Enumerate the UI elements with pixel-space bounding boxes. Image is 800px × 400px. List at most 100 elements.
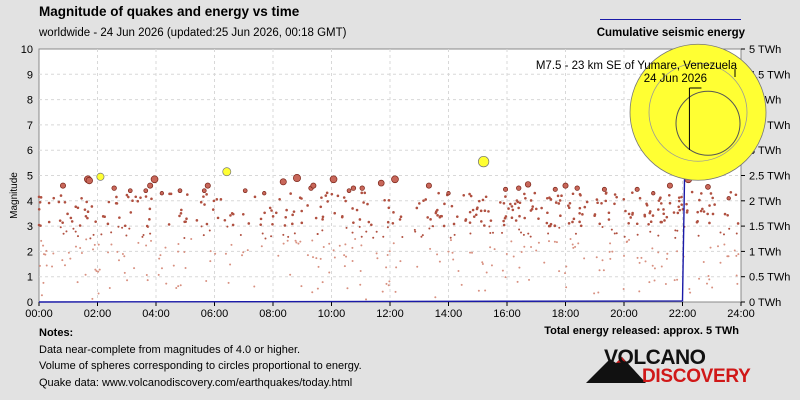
small-quake-dot [545,221,549,225]
small-quake-dot [179,284,182,287]
small-quake-dot [647,222,650,226]
small-quake-dot [604,199,608,203]
small-quake-dot [595,256,598,259]
logo-text-volcano: VOLCANO [604,346,706,369]
small-quake-dot [611,250,614,253]
small-quake-dot [483,209,487,213]
small-quake-dot [638,261,641,264]
quake-circle [377,179,385,187]
small-quake-dot [708,204,711,207]
logo-text-discovery: DISCOVERY [642,366,751,387]
small-quake-dot [649,220,653,224]
small-quake-dot [680,195,683,199]
small-quake-dot [504,276,507,279]
small-quake-dot [226,225,229,228]
small-quake-dot [450,204,454,208]
small-quake-dot [57,200,61,204]
small-quake-dot [375,230,378,233]
small-quake-dot [602,269,605,272]
small-quake-dot [202,195,205,198]
x-tick-label: 02:00 [84,308,112,320]
x-tick-label: 06:00 [201,308,229,320]
y-tick-label: 5 [27,171,33,183]
small-quake-dot [578,211,581,215]
small-quake-dot [676,211,680,215]
small-quake-dot [662,208,665,211]
small-quake-dot [698,198,701,202]
y2-tick-label: 4.5 TWh [749,69,790,81]
small-quake-dot [42,244,45,247]
small-quake-dot [572,217,576,221]
small-quake-dot [477,199,481,203]
small-quake-dot [643,213,647,217]
small-quake-dot [321,281,324,284]
small-quake-dot [123,271,126,274]
small-quake-dot [37,195,41,199]
small-quake-dot [672,211,676,214]
small-quake-dot [387,198,391,202]
small-quake-dot [401,236,404,239]
small-quake-dot [613,232,616,235]
y-tick-label: 7 [27,120,33,132]
y-tick-label: 6 [27,145,33,157]
small-quake-dot [477,289,480,292]
small-quake-dot [564,272,567,275]
small-quake-dot [680,203,684,206]
small-quake-dot [360,235,363,238]
small-quake-dot [67,251,70,254]
small-quake-dot [365,298,368,301]
small-quake-dot [578,220,581,224]
small-quake-dot [95,270,98,273]
small-quake-dot [436,253,439,256]
small-quake-dot [145,273,148,276]
small-quake-dot [493,248,496,251]
small-quake-dot [607,211,611,215]
small-quake-dot [547,224,551,228]
x-tick-label: 18:00 [552,308,580,320]
small-quake-dot [601,259,604,262]
small-quake-dot [585,200,589,204]
small-quake-dot [230,243,233,246]
small-quake-dot [558,226,561,229]
small-quake-dot [260,245,263,248]
small-quake-dot [468,221,472,224]
small-quake-dot [76,206,80,210]
small-quake-dot [491,231,494,234]
small-quake-dot [627,212,631,216]
small-quake-dot [676,278,679,281]
small-quake-dot [123,224,127,228]
volcano-discovery-logo[interactable]: VOLCANO DISCOVERY [586,346,756,389]
small-quake-dot [546,211,549,215]
small-quake-dot [566,204,570,207]
small-quake-dot [442,224,446,228]
small-quake-dot [268,206,272,210]
quake-circle [425,182,432,189]
small-quake-dot [86,216,89,220]
small-quake-dot [51,265,54,268]
small-quake-dot [503,216,507,220]
small-quake-dot [316,232,319,235]
quake-circle [310,182,317,189]
small-quake-dot [97,270,100,273]
small-quake-dot [291,222,294,226]
small-quake-dot [139,196,142,199]
quake-circle [147,182,154,189]
small-quake-dot [367,220,371,224]
small-quake-dot [157,273,160,276]
small-quake-dot [351,259,354,262]
small-quake-dot [205,222,209,226]
small-quake-dot [381,290,384,293]
small-quake-dot [259,223,263,226]
small-quake-dot [306,254,309,257]
small-quake-dot [84,214,88,218]
mainshock-circle-inner [675,90,741,156]
annotation-date: 24 Jun 2026 [644,73,707,85]
quake-circle [85,176,93,185]
small-quake-dot [179,212,183,215]
x-tick-label: 00:00 [25,308,53,320]
small-quake-dot [38,264,41,267]
small-quake-dot [311,291,314,294]
small-quake-dot [263,211,266,215]
small-quake-dot [686,209,689,212]
small-quake-dot [452,222,456,226]
